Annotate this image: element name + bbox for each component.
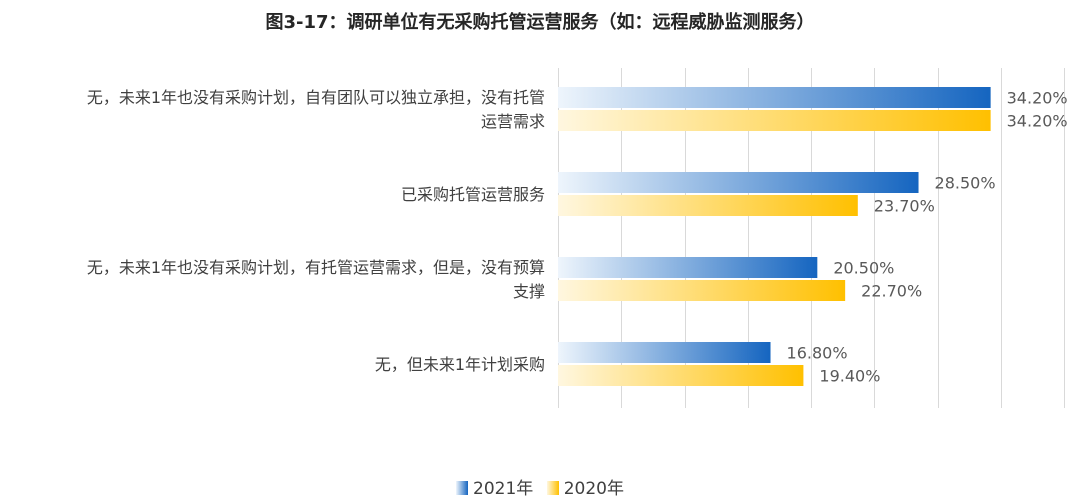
legend-swatch-2021 (456, 481, 469, 495)
legend: 2021年 2020年 (0, 474, 1080, 499)
data-label: 22.70% (861, 282, 922, 301)
data-label: 34.20% (1007, 112, 1068, 131)
bar-2021年-1 (558, 172, 919, 193)
value-labels: 34.20% 34.20% 28.50%23.70% 20.50% 22.70% 16.8… (787, 89, 1068, 386)
bar-chart: 34.20% 34.20% 28.50%23.70% 20.50% 22.70% 16.8… (87, 68, 1068, 408)
data-label: 16.80% (787, 344, 848, 363)
data-label: 20.50% (833, 259, 894, 278)
bar-2021年-3 (558, 342, 771, 363)
category-label: 无，未来1年也没有采购计划，自有团队可以独立承担，没有托管 (87, 88, 545, 107)
category-label: 已采购托管运营服务 (401, 185, 545, 204)
bar-2021年-2 (558, 257, 818, 278)
chart-title: 图3-17：调研单位有无采购托管运营服务（如：远程威胁监测服务） (265, 12, 815, 33)
bar-2020年-1 (558, 195, 858, 216)
category-labels: 无，未来1年也没有采购计划，自有团队可以独立承担，没有托管运营需求已采购托管运营… (87, 88, 545, 374)
bars (558, 87, 991, 386)
legend-item-2020: 2020年 (546, 474, 624, 499)
data-label: 19.40% (819, 367, 880, 386)
bar-2021年-0 (558, 87, 991, 108)
data-label: 23.70% (874, 197, 935, 216)
legend-label-2021: 2021年 (473, 479, 534, 499)
category-label: 无，但未来1年计划采购 (375, 355, 545, 374)
legend-label-2020: 2020年 (563, 479, 624, 499)
data-label: 28.50% (935, 174, 996, 193)
bar-2020年-2 (558, 280, 846, 301)
bar-2020年-0 (558, 110, 991, 131)
category-label: 运营需求 (481, 112, 545, 131)
category-label: 支撑 (513, 282, 545, 301)
data-label: 34.20% (1007, 89, 1068, 108)
category-label: 无，未来1年也没有采购计划，有托管运营需求，但是，没有预算 (87, 258, 545, 277)
legend-swatch-2020 (546, 481, 559, 495)
legend-item-2021: 2021年 (456, 474, 533, 499)
bar-2020年-3 (558, 365, 804, 386)
